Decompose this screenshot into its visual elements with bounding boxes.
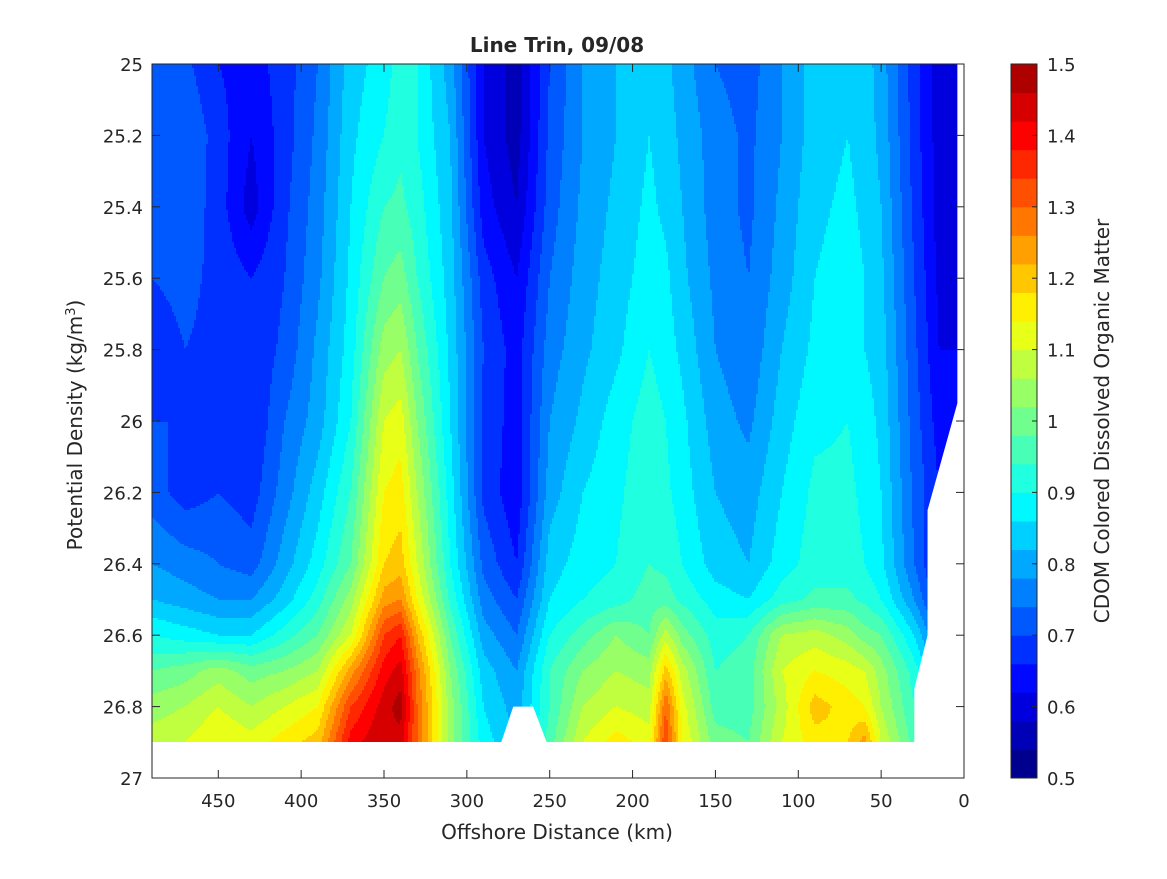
chart-title: Line Trin, 09/08 xyxy=(470,33,644,57)
colorbar-tick-label: 0.5 xyxy=(1047,769,1076,790)
x-tick-label: 0 xyxy=(958,791,969,812)
x-tick-label: 150 xyxy=(698,791,732,812)
colorbar-swatch xyxy=(1011,578,1037,607)
colorbar-swatch xyxy=(1011,635,1037,664)
x-tick-label: 50 xyxy=(870,791,893,812)
colorbar-tick-label: 1.4 xyxy=(1047,126,1076,147)
colorbar-swatch xyxy=(1011,464,1037,493)
colorbar-swatch xyxy=(1011,178,1037,207)
colorbar-tick-label: 0.6 xyxy=(1047,698,1076,719)
y-tick-label: 25.4 xyxy=(103,198,143,219)
colorbar-tick-label: 1.5 xyxy=(1047,55,1076,76)
y-axis-label-close: ) xyxy=(63,300,87,308)
colorbar-tick-label: 1 xyxy=(1047,412,1058,433)
colorbar-swatch xyxy=(1011,492,1037,521)
colorbar-swatch xyxy=(1011,350,1037,379)
colorbar-swatch xyxy=(1011,64,1037,93)
x-tick-label: 400 xyxy=(284,791,318,812)
colorbar-swatch xyxy=(1011,150,1037,179)
colorbar-swatch xyxy=(1011,664,1037,693)
colorbar-swatch xyxy=(1011,607,1037,636)
x-tick-label: 100 xyxy=(781,791,815,812)
x-tick-label: 350 xyxy=(367,791,401,812)
y-tick-label: 26 xyxy=(120,412,143,433)
y-tick-label: 26.8 xyxy=(103,698,143,719)
y-tick-label: 26.2 xyxy=(103,483,143,504)
x-axis-label: Offshore Distance (km) xyxy=(441,820,673,844)
y-axis-label: Potential Density (kg/m3) xyxy=(63,300,87,551)
colorbar-swatch xyxy=(1011,93,1037,122)
colorbar-swatch xyxy=(1011,721,1037,750)
colorbar-label: CDOM Colored Dissolved Organic Matter xyxy=(1090,218,1114,623)
contour-fill xyxy=(152,64,964,742)
y-tick-label: 25.2 xyxy=(103,126,143,147)
colorbar-swatch xyxy=(1011,749,1037,778)
y-axis-label-main: Potential Density (kg/m xyxy=(63,316,87,551)
x-tick-label: 200 xyxy=(615,791,649,812)
y-axis-label-superscript: 3 xyxy=(64,307,79,315)
colorbar-swatch xyxy=(1011,321,1037,350)
colorbar-swatch xyxy=(1011,435,1037,464)
colorbar-tick-label: 1.2 xyxy=(1047,269,1076,290)
colorbar-tick-label: 1.1 xyxy=(1047,341,1076,362)
colorbar-tick-label: 1.3 xyxy=(1047,198,1076,219)
colorbar-swatch xyxy=(1011,207,1037,236)
y-tick-label: 25 xyxy=(120,55,143,76)
y-tick-label: 27 xyxy=(120,769,143,790)
x-tick-label: 250 xyxy=(533,791,567,812)
y-tick-label: 26.6 xyxy=(103,626,143,647)
colorbar-tick-label: 0.8 xyxy=(1047,555,1076,576)
x-tick-label: 300 xyxy=(450,791,484,812)
colorbar-swatch xyxy=(1011,521,1037,550)
colorbar-tick-label: 0.7 xyxy=(1047,626,1076,647)
y-tick-label: 25.8 xyxy=(103,341,143,362)
y-tick-label: 26.4 xyxy=(103,555,143,576)
y-tick-label: 25.6 xyxy=(103,269,143,290)
colorbar-tick-label: 0.9 xyxy=(1047,483,1076,504)
colorbar-swatch xyxy=(1011,235,1037,264)
colorbar-swatch xyxy=(1011,292,1037,321)
plot-area xyxy=(152,62,966,780)
colorbar-swatch xyxy=(1011,378,1037,407)
x-tick-label: 450 xyxy=(201,791,235,812)
